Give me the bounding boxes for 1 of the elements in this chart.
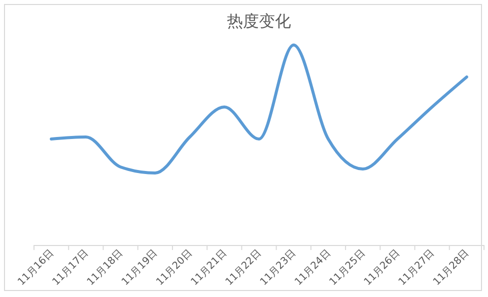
chart-title: 热度变化 xyxy=(227,12,291,30)
